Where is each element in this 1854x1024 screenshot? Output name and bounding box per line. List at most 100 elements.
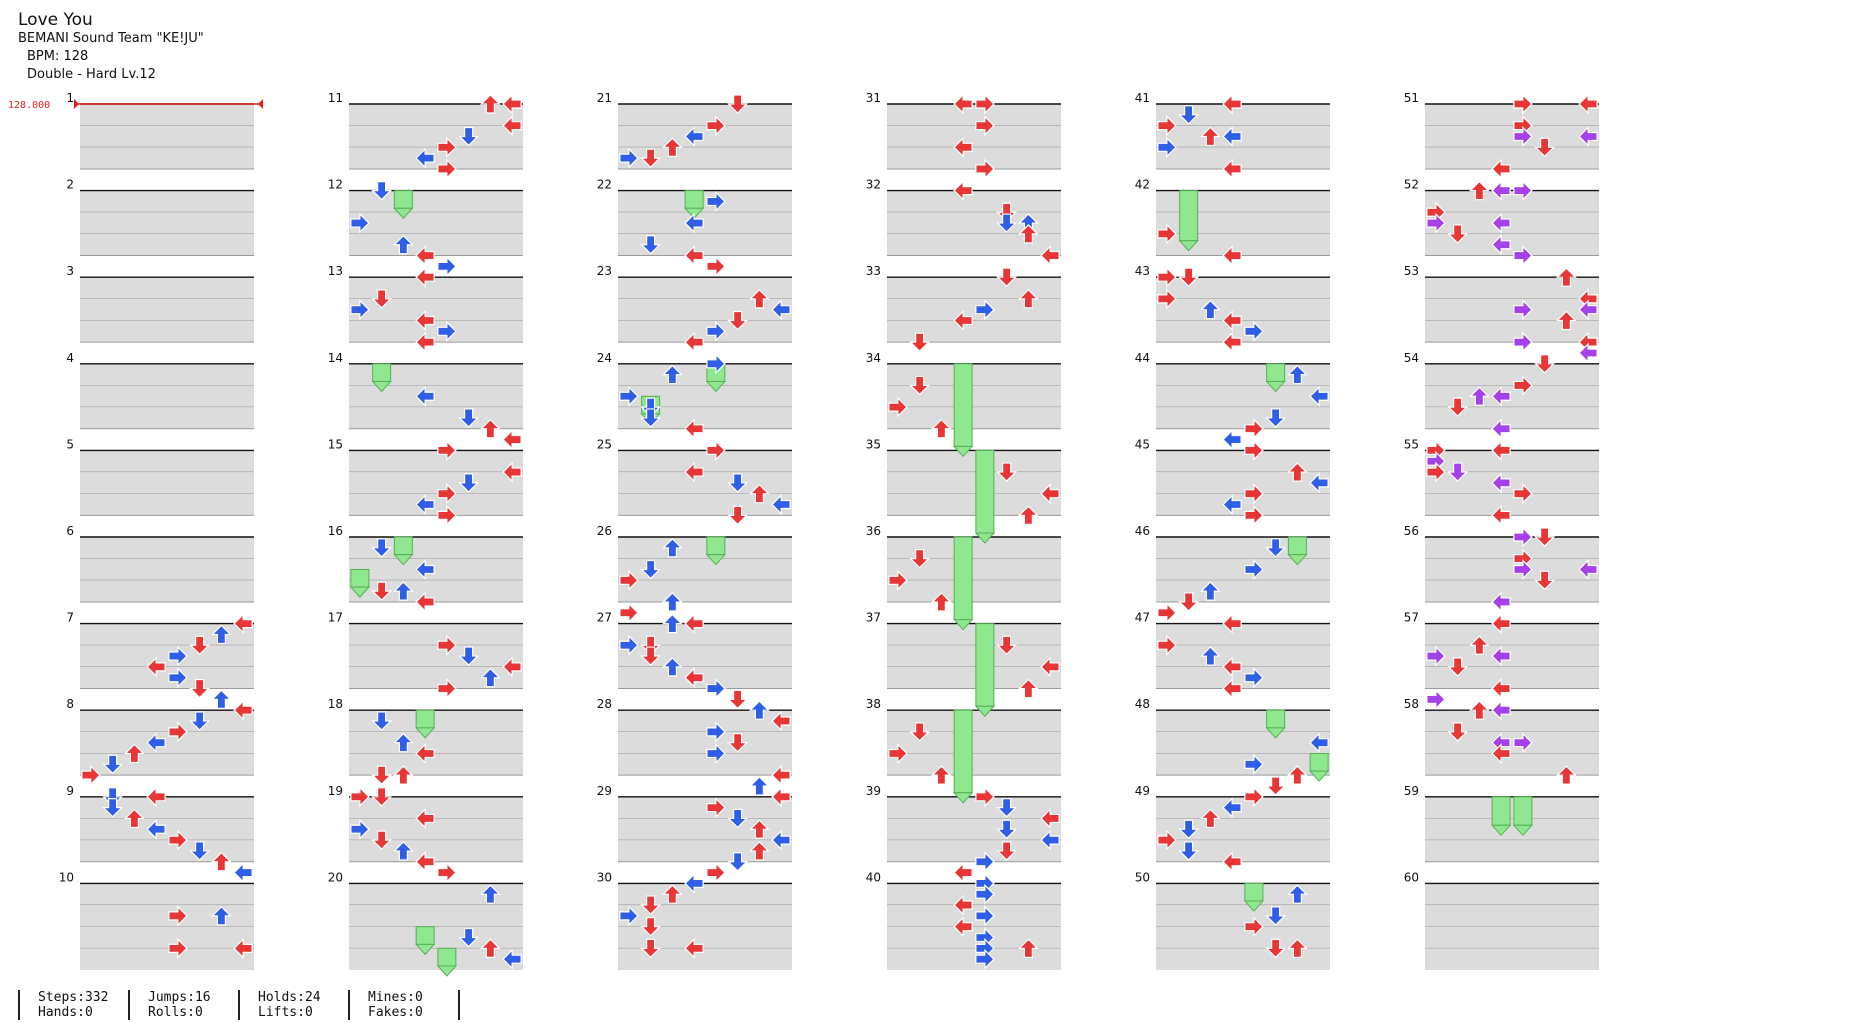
beat-band: [618, 753, 792, 776]
beat-band: [1156, 731, 1330, 754]
beat-band: [349, 147, 523, 169]
arrow-note: [502, 115, 522, 137]
beat-band: [349, 840, 523, 862]
arrow-note: [189, 711, 211, 731]
measure-number: 12: [328, 178, 343, 192]
arrow-note: [1513, 375, 1533, 396]
beat-band: [1156, 407, 1330, 429]
arrow-note: [684, 461, 704, 483]
measure-number: 47: [1135, 611, 1150, 625]
beat-band: [618, 948, 792, 970]
measure-number: 21: [597, 91, 612, 105]
arrow-note: [1491, 439, 1511, 461]
song-bpm: BPM: 128: [27, 49, 89, 64]
arrow-note: [1426, 645, 1446, 667]
arrow-note: [1244, 667, 1264, 689]
beat-band: [887, 883, 1061, 906]
arrow-note: [1178, 105, 1200, 125]
measure-number: 52: [1404, 178, 1419, 192]
measure-number: 38: [866, 697, 881, 711]
beat-band: [1156, 558, 1330, 581]
measure-number: 59: [1404, 784, 1419, 798]
beat-band: [80, 493, 254, 516]
beat-band: [349, 104, 523, 126]
measure-number: 55: [1404, 437, 1419, 451]
arrow-note: [1178, 267, 1200, 288]
arrow-note: [619, 147, 639, 169]
arrow-note: [371, 181, 393, 201]
arrow-note: [479, 418, 501, 439]
arrow-note: [953, 136, 973, 158]
song-header: Love You BEMANI Sound Team "KE!JU" BPM: …: [18, 10, 204, 84]
arrow-note: [1513, 732, 1533, 754]
beat-band: [618, 926, 792, 949]
arrow-note: [996, 213, 1018, 233]
arrow-note: [684, 613, 704, 635]
measure-number: 24: [597, 351, 612, 365]
arrow-note: [619, 905, 639, 927]
hold-end: [1309, 770, 1330, 782]
hold-body: [706, 536, 726, 556]
arrow-note: [1578, 559, 1598, 580]
arrow-note: [1222, 429, 1242, 451]
arrow-note: [350, 818, 370, 840]
arrow-note: [996, 841, 1018, 861]
arrow-note: [1491, 158, 1511, 180]
arrow-note: [684, 212, 704, 234]
beat-band: [1156, 818, 1330, 841]
beat-band: [349, 818, 523, 841]
beat-band: [349, 645, 523, 667]
arrow-note: [210, 851, 232, 872]
arrow-note: [706, 678, 726, 699]
measure-number: 31: [866, 91, 881, 105]
arrow-note: [930, 418, 952, 439]
beat-band: [80, 580, 254, 602]
beat-band: [887, 818, 1061, 841]
arrow-note: [502, 93, 522, 115]
arrow-note: [888, 396, 908, 418]
beat-band: [1156, 926, 1330, 949]
arrow-note: [1017, 289, 1039, 309]
hold-body: [393, 190, 413, 209]
beat-band: [1156, 385, 1330, 408]
arrow-note: [640, 646, 662, 666]
arrow-note: [975, 905, 995, 927]
arrow-note: [684, 245, 704, 266]
arrow-note: [1447, 657, 1469, 677]
arrow-note: [1265, 408, 1287, 428]
stat-lifts: Lifts:0: [258, 1005, 313, 1020]
beat-band: [80, 666, 254, 689]
measure-number: 58: [1404, 697, 1419, 711]
arrow-note: [1534, 137, 1556, 158]
arrow-note: [168, 829, 188, 851]
arrow-note: [371, 765, 393, 785]
measure-number: 60: [1404, 870, 1419, 884]
beat-band: [1156, 623, 1330, 646]
beat-band: [618, 623, 792, 646]
arrow-note: [1017, 224, 1039, 244]
arrow-note: [233, 613, 253, 635]
beat-band: [618, 537, 792, 559]
measure-number: 44: [1135, 351, 1150, 365]
beat-band: [618, 883, 792, 906]
measure-number: 56: [1404, 524, 1419, 538]
arrow-note: [1468, 635, 1490, 655]
beat-band: [887, 147, 1061, 169]
arrow-note: [371, 538, 393, 558]
beat-band: [80, 796, 254, 819]
arrow-note: [684, 872, 704, 894]
arrow-note: [437, 862, 457, 884]
beat-band: [80, 948, 254, 970]
hold-body: [372, 363, 392, 382]
beat-band: [1156, 277, 1330, 299]
beat-band: [618, 818, 792, 841]
beat-band: [887, 840, 1061, 862]
arrow-note: [1513, 180, 1533, 202]
arrow-note: [1244, 753, 1264, 775]
arrow-note: [975, 786, 995, 808]
arrow-note: [1426, 212, 1446, 234]
arrow-note: [996, 635, 1018, 656]
hold-body: [393, 536, 413, 556]
arrow-note: [1426, 688, 1446, 710]
measure-number: 33: [866, 264, 881, 278]
